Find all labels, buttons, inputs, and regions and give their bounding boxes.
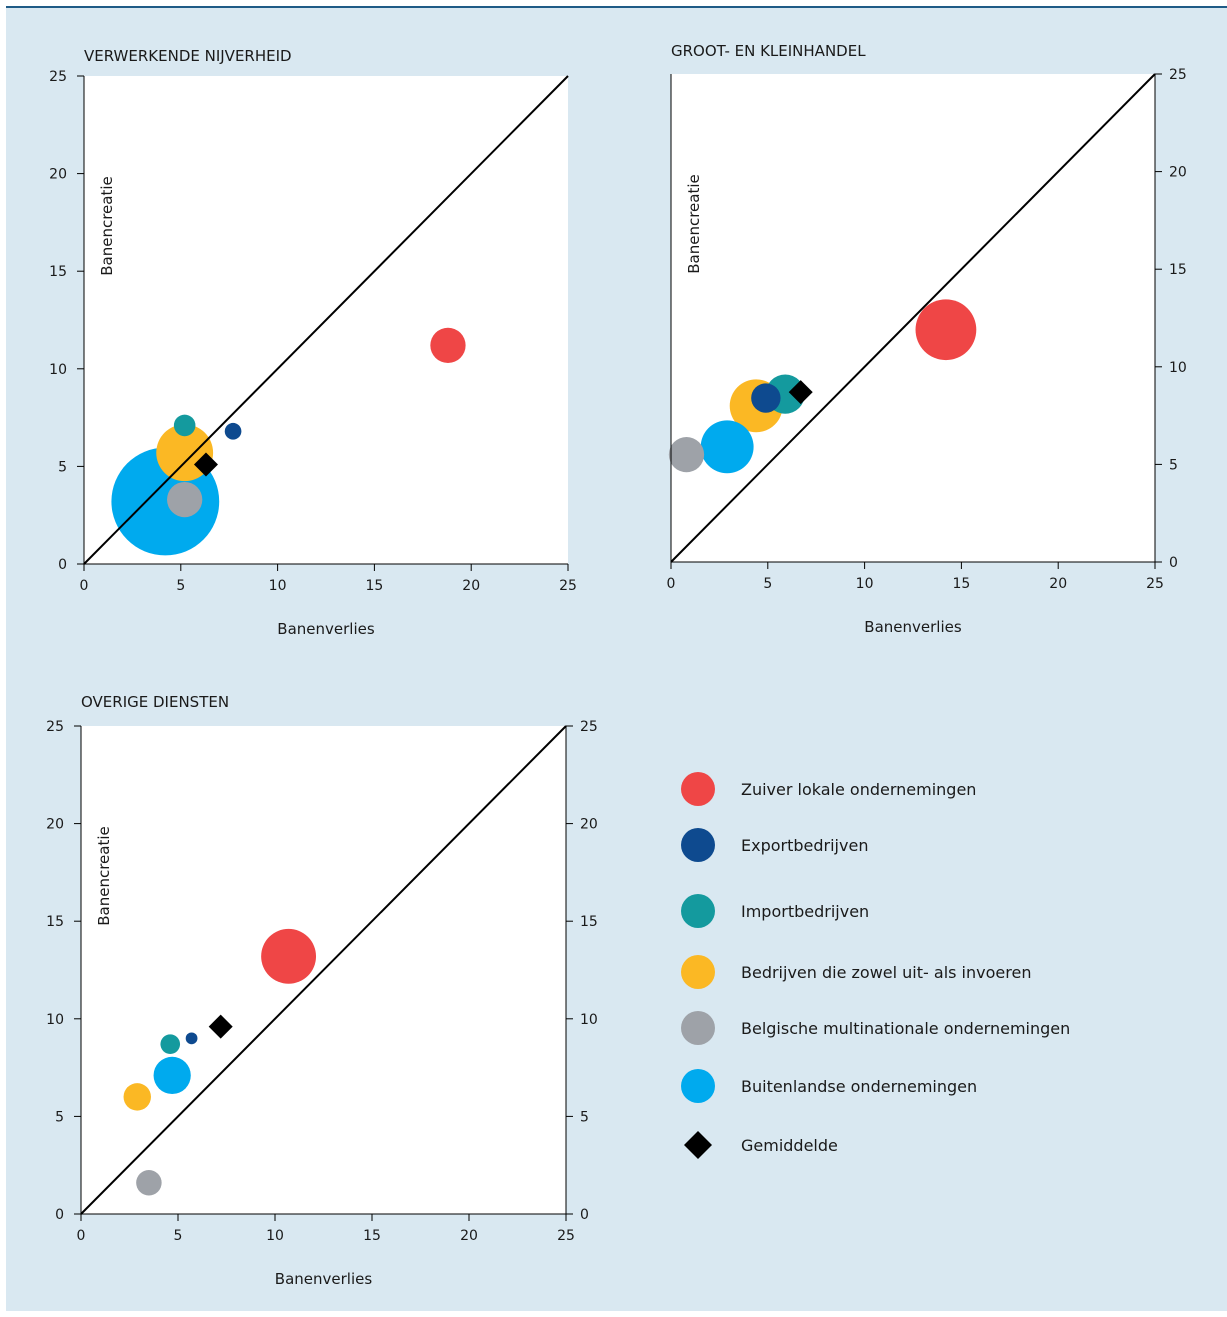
bubble-belgisch_mn bbox=[668, 437, 705, 473]
x-tick-label: 20 bbox=[462, 578, 480, 594]
legend-item-zuiver_lokaal: Zuiver lokale ondernemingen bbox=[681, 772, 976, 806]
legend-label: Gemiddelde bbox=[741, 1136, 838, 1155]
y-tick-label: 0 bbox=[55, 1207, 64, 1223]
legend-label: Exportbedrijven bbox=[741, 836, 868, 855]
legend-item-belgisch_mn: Belgische multinationale ondernemingen bbox=[681, 1011, 1070, 1045]
y-tick-label: 10 bbox=[46, 1012, 64, 1028]
bubble-buitenlands bbox=[153, 1056, 191, 1095]
y-tick-label: 15 bbox=[49, 264, 67, 280]
bubble-zuiver_lokaal bbox=[261, 928, 317, 984]
bubble-belgisch_mn bbox=[136, 1170, 162, 1196]
bubble-buitenlands bbox=[700, 420, 754, 474]
bubble-export bbox=[224, 422, 242, 440]
y-axis-label: Banencreatie bbox=[98, 176, 116, 276]
y-tick-label-right: 20 bbox=[580, 817, 598, 833]
y-tick-label-right: 25 bbox=[580, 719, 598, 735]
bubble-import bbox=[160, 1034, 181, 1054]
legend-item-buitenlands: Buitenlandse ondernemingen bbox=[681, 1069, 977, 1103]
y-axis-label: Banencreatie bbox=[95, 826, 113, 926]
x-tick-label: 5 bbox=[174, 1228, 183, 1244]
chart-title: GROOT- EN KLEINHANDEL bbox=[671, 42, 866, 60]
x-tick-label: 15 bbox=[365, 578, 383, 594]
x-tick-label: 25 bbox=[557, 1228, 575, 1244]
legend-item-gemiddelde: Gemiddelde bbox=[684, 1131, 838, 1159]
legend-swatch bbox=[681, 955, 715, 989]
x-tick-label: 15 bbox=[363, 1228, 381, 1244]
y-tick-label-right: 5 bbox=[1169, 457, 1178, 473]
legend-swatch bbox=[681, 772, 715, 806]
bubble-export bbox=[185, 1032, 198, 1045]
y-tick-label: 25 bbox=[46, 719, 64, 735]
average-marker bbox=[788, 380, 813, 405]
x-tick-label: 20 bbox=[460, 1228, 478, 1244]
y-tick-label-right: 10 bbox=[1169, 360, 1187, 376]
diagonal-line bbox=[83, 75, 569, 565]
legend-swatch bbox=[681, 1069, 715, 1103]
diagonal-line bbox=[80, 725, 567, 1215]
y-tick-label-right: 5 bbox=[580, 1109, 589, 1125]
legend-label: Buitenlandse ondernemingen bbox=[741, 1077, 977, 1096]
y-tick-label-right: 20 bbox=[1169, 165, 1187, 181]
y-tick-label: 5 bbox=[55, 1109, 64, 1125]
bubble-import bbox=[173, 414, 196, 437]
y-axis-label: Banencreatie bbox=[685, 174, 703, 274]
x-tick-label: 5 bbox=[176, 578, 185, 594]
bubble-zuiver_lokaal bbox=[915, 299, 977, 361]
y-tick-label: 25 bbox=[49, 69, 67, 85]
y-tick-label: 20 bbox=[46, 817, 64, 833]
y-tick-label-right: 0 bbox=[1169, 555, 1178, 571]
x-axis-label: Banenverlies bbox=[277, 620, 375, 638]
x-tick-label: 15 bbox=[952, 576, 970, 592]
legend-label: Zuiver lokale ondernemingen bbox=[741, 780, 976, 799]
y-tick-label-right: 25 bbox=[1169, 67, 1187, 83]
bubble-zuiver_lokaal bbox=[430, 327, 466, 364]
x-tick-label: 0 bbox=[80, 578, 89, 594]
y-tick-label: 5 bbox=[58, 459, 67, 475]
y-tick-label-right: 15 bbox=[580, 914, 598, 930]
legend-swatch bbox=[681, 894, 715, 928]
chart-title: OVERIGE DIENSTEN bbox=[81, 693, 229, 711]
average-marker bbox=[208, 1014, 233, 1039]
legend-swatch bbox=[681, 828, 715, 862]
bubble-zowel bbox=[123, 1083, 151, 1111]
chart-title: VERWERKENDE NIJVERHEID bbox=[84, 47, 292, 65]
average-marker bbox=[193, 452, 218, 477]
x-tick-label: 0 bbox=[77, 1228, 86, 1244]
legend-item-export: Exportbedrijven bbox=[681, 828, 868, 862]
y-tick-label: 20 bbox=[49, 167, 67, 183]
y-tick-label-right: 0 bbox=[580, 1207, 589, 1223]
diagonal-line bbox=[670, 73, 1156, 563]
x-tick-label: 10 bbox=[856, 576, 874, 592]
legend-swatch-diamond bbox=[684, 1131, 712, 1159]
legend-label: Belgische multinationale ondernemingen bbox=[741, 1019, 1070, 1038]
x-tick-label: 20 bbox=[1049, 576, 1067, 592]
x-tick-label: 5 bbox=[763, 576, 772, 592]
legend: Zuiver lokale ondernemingen Exportbedrijv… bbox=[681, 772, 1070, 1159]
chart-2: GROOT- EN KLEINHANDEL 0 5 10 15 20 25 0 5 10 15 20 2… bbox=[667, 42, 1187, 636]
x-axis-label: Banenverlies bbox=[275, 1270, 373, 1288]
y-tick-label: 0 bbox=[58, 557, 67, 573]
legend-swatch bbox=[681, 1011, 715, 1045]
y-tick-label: 10 bbox=[49, 362, 67, 378]
legend-label: Importbedrijven bbox=[741, 902, 869, 921]
legend-item-zowel: Bedrijven die zowel uit- als invoeren bbox=[681, 955, 1031, 989]
legend-label: Bedrijven die zowel uit- als invoeren bbox=[741, 963, 1031, 982]
chart-1: VERWERKENDE NIJVERHEID 0 5 10 15 20 25 0 5 10 15 20… bbox=[49, 47, 577, 638]
y-tick-label-right: 10 bbox=[580, 1012, 598, 1028]
x-tick-label: 25 bbox=[1146, 576, 1164, 592]
x-tick-label: 0 bbox=[667, 576, 676, 592]
legend-item-import: Importbedrijven bbox=[681, 894, 869, 928]
bubble-belgisch_mn bbox=[167, 481, 203, 518]
x-tick-label: 10 bbox=[269, 578, 287, 594]
x-tick-label: 10 bbox=[266, 1228, 284, 1244]
bubble-export bbox=[751, 383, 781, 413]
x-axis-label: Banenverlies bbox=[864, 618, 962, 636]
x-tick-label: 25 bbox=[559, 578, 577, 594]
y-tick-label: 15 bbox=[46, 914, 64, 930]
y-tick-label-right: 15 bbox=[1169, 262, 1187, 278]
